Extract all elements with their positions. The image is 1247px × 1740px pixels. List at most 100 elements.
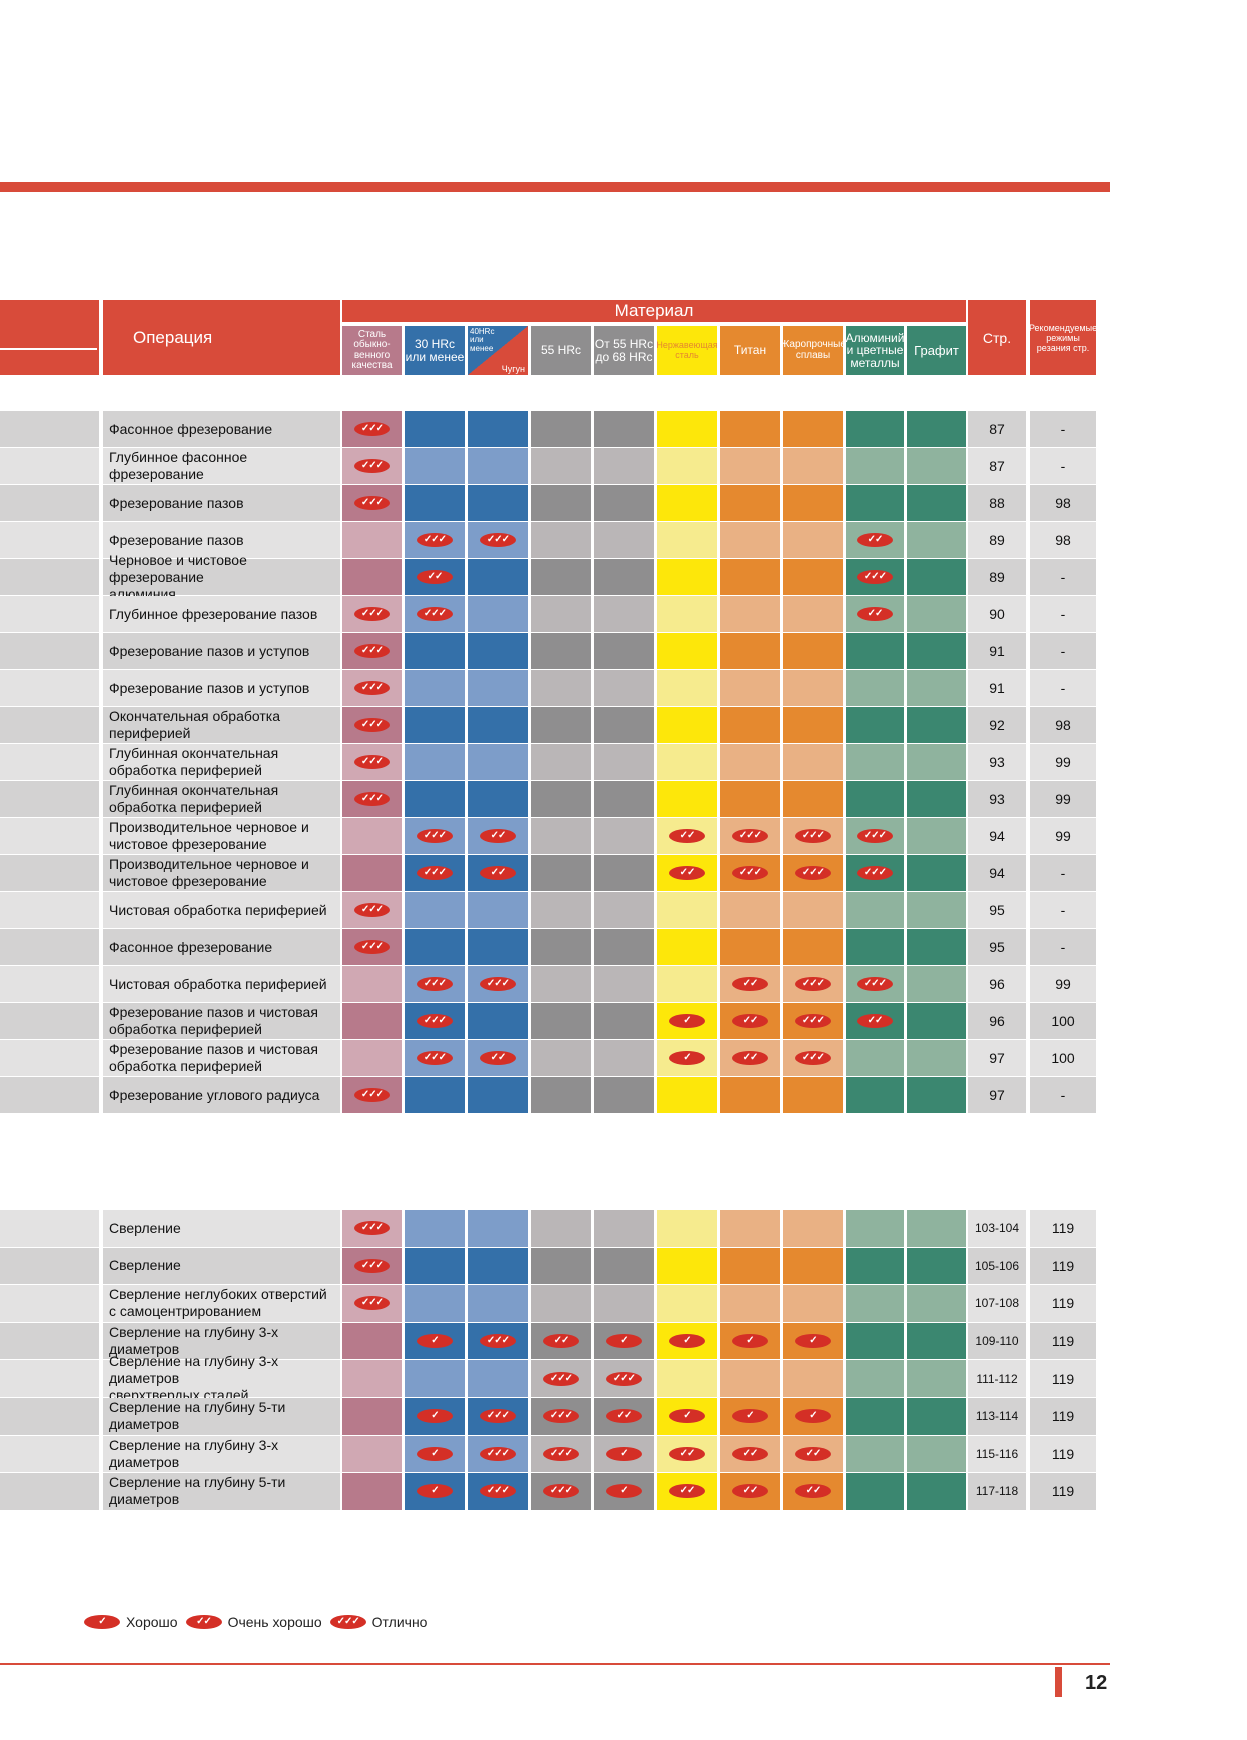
rating-badge: ✓✓ — [857, 1014, 893, 1028]
material-cell — [907, 1210, 966, 1247]
rating-badge: ✓ — [417, 1484, 453, 1499]
material-cell — [783, 1285, 843, 1322]
material-cell — [657, 596, 717, 632]
row-stub — [0, 522, 99, 558]
material-cell: ✓✓✓ — [342, 633, 402, 669]
rating-badge: ✓✓ — [732, 1446, 768, 1461]
rating-badge: ✓✓ — [795, 1484, 831, 1499]
material-cell: ✓✓ — [468, 818, 528, 854]
material-cell — [594, 411, 654, 447]
material-cell — [405, 448, 465, 484]
material-cell — [907, 1473, 966, 1510]
material-cell — [720, 892, 780, 928]
material-cell — [531, 966, 591, 1002]
material-cell: ✓✓ — [657, 818, 717, 854]
material-cell — [531, 1210, 591, 1247]
material-cell — [657, 1210, 717, 1247]
recommended-ref: 99 — [1030, 818, 1096, 854]
material-cell — [405, 1360, 465, 1397]
material-cell: ✓✓✓ — [846, 818, 904, 854]
rating-badge: ✓✓ — [857, 533, 893, 547]
material-cell — [468, 1285, 528, 1322]
material-cell — [720, 1077, 780, 1113]
rating-badge: ✓✓ — [795, 1446, 831, 1461]
material-cell: ✓✓ — [468, 1040, 528, 1076]
rating-badge: ✓✓✓ — [417, 533, 453, 547]
material-cell: ✓ — [657, 1398, 717, 1435]
material-cell — [468, 929, 528, 965]
material-cell — [907, 707, 966, 743]
material-cell — [657, 744, 717, 780]
row-stub — [0, 596, 99, 632]
rating-badge: ✓✓✓ — [732, 829, 768, 843]
material-header-label: Нержавеющая сталь — [657, 340, 717, 360]
row-stub — [0, 1285, 99, 1322]
operation-name: Сверление на глубину 3-х диаметров — [103, 1322, 340, 1360]
material-cell: ✓✓ — [657, 1435, 717, 1473]
material-cell — [594, 707, 654, 743]
material-cell — [720, 781, 780, 817]
material-header-9: Алюминий и цветные металлы — [846, 326, 904, 375]
material-cell — [657, 966, 717, 1002]
recommended-ref: 98 — [1030, 707, 1096, 743]
material-cell — [468, 744, 528, 780]
material-cell — [405, 744, 465, 780]
material-cell — [405, 670, 465, 706]
material-cell: ✓ — [657, 1003, 717, 1039]
recommended-ref: 99 — [1030, 966, 1096, 1002]
material-cell — [531, 892, 591, 928]
page-ref: 88 — [968, 485, 1026, 521]
page-ref: 95 — [968, 929, 1026, 965]
material-cell — [468, 1077, 528, 1113]
material-cell — [907, 1247, 966, 1285]
page-ref: 115-116 — [968, 1435, 1026, 1473]
material-header-label: Графит — [914, 342, 959, 358]
material-cell — [531, 1247, 591, 1285]
operation-name: Глубинная окончательная обработка перифе… — [103, 781, 340, 817]
page-ref: 109-110 — [968, 1322, 1026, 1360]
material-cell — [783, 559, 843, 595]
material-cell — [594, 1040, 654, 1076]
recommended-ref: 98 — [1030, 522, 1096, 558]
material-cell: ✓✓✓ — [531, 1398, 591, 1435]
operation-name: Чистовая обработка периферией — [103, 966, 340, 1002]
page-ref: 107-108 — [968, 1285, 1026, 1322]
material-cell — [846, 633, 904, 669]
material-cell — [783, 596, 843, 632]
row-stub — [0, 1077, 99, 1113]
material-cell: ✓✓✓ — [405, 1040, 465, 1076]
recommended-ref: - — [1030, 411, 1096, 447]
material-cell — [531, 559, 591, 595]
rating-badge: ✓✓ — [669, 1484, 705, 1499]
material-cell: ✓✓✓ — [720, 818, 780, 854]
material-cell: ✓✓✓ — [405, 818, 465, 854]
material-cell — [783, 929, 843, 965]
material-cell — [907, 1435, 966, 1473]
material-header-label: Титан — [733, 343, 767, 358]
material-cell: ✓✓ — [720, 966, 780, 1002]
material-cell — [405, 929, 465, 965]
material-cell — [907, 929, 966, 965]
material-header-label: 55 HRc — [540, 343, 581, 358]
recommended-ref: - — [1030, 670, 1096, 706]
material-cell — [594, 892, 654, 928]
material-cell — [594, 1247, 654, 1285]
rating-badge: ✓✓ — [480, 829, 516, 843]
material-cell — [468, 485, 528, 521]
material-cell — [594, 818, 654, 854]
material-cell — [846, 1285, 904, 1322]
material-cell — [342, 1360, 402, 1397]
material-cell: ✓✓✓ — [531, 1473, 591, 1510]
rating-badge: ✓✓ — [669, 829, 705, 843]
material-header-7: Титан — [720, 326, 780, 375]
recommended-ref: 100 — [1030, 1040, 1096, 1076]
operation-name: Глубинное фасонное фрезерование — [103, 448, 340, 484]
material-cell — [846, 1322, 904, 1360]
material-cell — [657, 670, 717, 706]
material-cell — [907, 1040, 966, 1076]
material-cell: ✓ — [783, 1322, 843, 1360]
page-ref: 117-118 — [968, 1473, 1026, 1510]
rating-badge: ✓✓✓ — [857, 977, 893, 991]
recommended-ref: 119 — [1030, 1247, 1096, 1285]
page-ref: 91 — [968, 633, 1026, 669]
